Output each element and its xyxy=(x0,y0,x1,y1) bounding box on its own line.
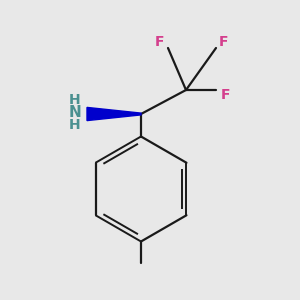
Text: N: N xyxy=(69,105,81,120)
Text: H: H xyxy=(69,118,81,132)
Text: F: F xyxy=(154,35,164,49)
Text: H: H xyxy=(69,94,81,107)
Polygon shape xyxy=(87,107,141,121)
Text: F: F xyxy=(220,88,230,101)
Text: F: F xyxy=(219,35,228,49)
